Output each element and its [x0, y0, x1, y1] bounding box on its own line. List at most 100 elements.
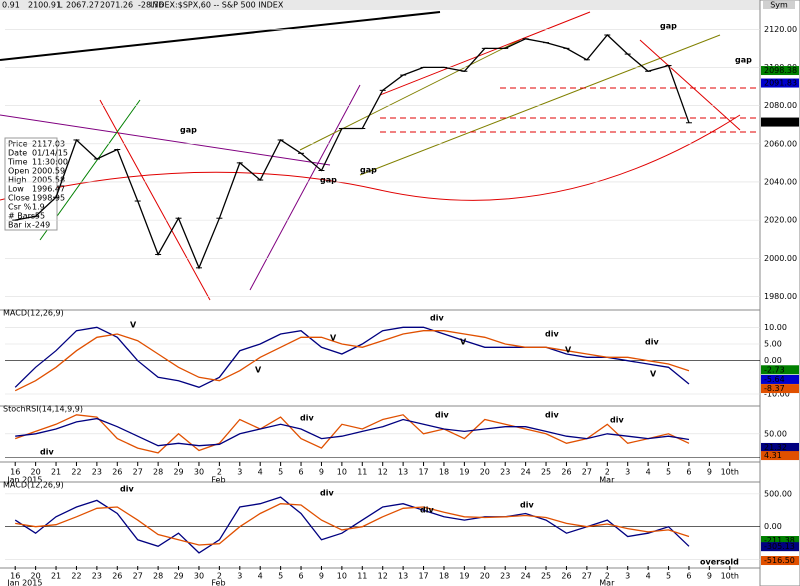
y-tick-label: 2020.00 — [764, 216, 797, 225]
last-value-label: -8.37 — [764, 384, 785, 393]
sym-label[interactable]: Sym — [770, 1, 788, 10]
last-value-box — [761, 117, 799, 127]
last-value-box — [761, 556, 799, 566]
panel-title: StochRSI(14,14,9,9) — [3, 405, 83, 414]
y-tick-label: 0.00 — [764, 522, 782, 531]
last-value-box — [761, 78, 799, 88]
x-tick-label: 28 — [153, 572, 163, 581]
last-value-label: -5.64 — [764, 375, 785, 384]
x-tick-label: 10 — [337, 468, 347, 477]
y-tick-label: 2080.00 — [764, 101, 797, 110]
annotation: V — [255, 366, 262, 375]
y-tick-label: 2120.00 — [764, 25, 797, 34]
info-label: # Bars — [8, 212, 35, 221]
x-tick-label: 30 — [194, 468, 204, 477]
x-tick-label: 4 — [646, 572, 651, 581]
last-value-box — [761, 365, 799, 375]
x-tick-label: 18 — [439, 572, 449, 581]
x-tick-label: 30 — [194, 572, 204, 581]
info-label: Low — [8, 185, 24, 194]
x-tick-label: 22 — [71, 468, 81, 477]
header-value: 2071.26 — [100, 1, 133, 10]
series-line — [14, 496, 690, 554]
x-tick-label: 12 — [378, 572, 388, 581]
annotation: oversold — [700, 558, 739, 567]
x-tick-label: 9 — [319, 572, 324, 581]
x-tick-label: 6 — [298, 572, 303, 581]
x-tick-label: 24 — [521, 468, 531, 477]
x-tick-label: 20 — [480, 468, 490, 477]
x-tick-label: 21 — [51, 572, 61, 581]
x-tick-label: 29 — [173, 468, 183, 477]
x-tick-label: 19 — [459, 572, 469, 581]
annotation: div — [40, 448, 54, 457]
info-value: 01/14/15 — [32, 149, 68, 158]
annotation: div — [545, 411, 559, 420]
last-value-label: 4.31 — [764, 451, 782, 460]
x-tick-label: 10th — [721, 468, 739, 477]
annotation: div — [430, 314, 444, 323]
x-tick-label: 4 — [258, 468, 263, 477]
last-value-box — [761, 66, 799, 76]
annotation: div — [420, 506, 434, 515]
header-value: 2067.27 — [66, 1, 99, 10]
last-value-label: 2071.38 — [764, 118, 797, 127]
info-value: -249 — [32, 221, 50, 230]
x-tick-label: 26 — [561, 572, 571, 581]
separators — [0, 309, 760, 569]
x-tick-label: 25 — [541, 572, 551, 581]
x-tick-label: 23 — [92, 572, 102, 581]
annotation: V — [565, 346, 572, 355]
annotation: div — [320, 489, 334, 498]
series-line — [15, 417, 690, 447]
last-value-box — [761, 384, 799, 394]
annotation: div — [610, 416, 624, 425]
series-line — [14, 414, 690, 454]
sym-button[interactable] — [763, 1, 795, 9]
y-tick-label: 50.00 — [764, 429, 787, 438]
panel-title: MACD(12,26,9) — [3, 309, 64, 318]
x-tick-label: 3 — [237, 572, 242, 581]
x-tick-label: 24 — [521, 572, 531, 581]
x-tick-label: 23 — [500, 572, 510, 581]
x-tick-label: 6 — [298, 468, 303, 477]
x-tick-label: 22 — [71, 572, 81, 581]
x-tick-label: 13 — [398, 572, 408, 581]
series-line — [14, 326, 690, 388]
x-tick-label: 3 — [625, 468, 630, 477]
last-value-label: 21.32 — [764, 443, 787, 452]
x-tick-label: 16 — [10, 468, 20, 477]
y-tick-label: -10.00 — [764, 390, 790, 399]
annotation: div — [120, 485, 134, 494]
month-label: Jan 2015 — [6, 579, 42, 586]
x-tick-label: 19 — [459, 468, 469, 477]
annotation: div — [435, 411, 449, 420]
top-strip — [0, 0, 800, 10]
x-tick-label: 4 — [646, 468, 651, 477]
last-value-label: -305.13 — [764, 542, 795, 551]
y-tick-label: 5.00 — [764, 340, 782, 349]
info-label: Close — [8, 194, 30, 203]
month-label: Feb — [211, 476, 225, 485]
series-line — [15, 503, 690, 546]
x-tick-label: 6 — [686, 468, 691, 477]
info-value: 1998.95 — [32, 194, 65, 203]
y-tick-label: 500.00 — [764, 489, 792, 498]
y-tick-label: 1980.00 — [764, 292, 797, 301]
month-label: Jan 2015 — [6, 476, 42, 485]
annotation: gap — [360, 166, 377, 175]
header-value: L — [58, 1, 63, 10]
y-tick-label: 2000.00 — [764, 254, 797, 263]
annotation: V — [460, 338, 467, 347]
info-label: Time — [7, 158, 28, 167]
last-value-label: 2091.83 — [764, 79, 797, 88]
info-value: 2000.59 — [32, 167, 65, 176]
last-value-label: 2098.38 — [764, 66, 797, 75]
annotation: div — [300, 414, 314, 423]
x-tick-label: 26 — [561, 468, 571, 477]
info-value: 2005.58 — [32, 176, 65, 185]
x-tick-label: 5 — [278, 468, 283, 477]
last-value-box — [761, 374, 799, 384]
x-tick-label: 2 — [605, 572, 610, 581]
